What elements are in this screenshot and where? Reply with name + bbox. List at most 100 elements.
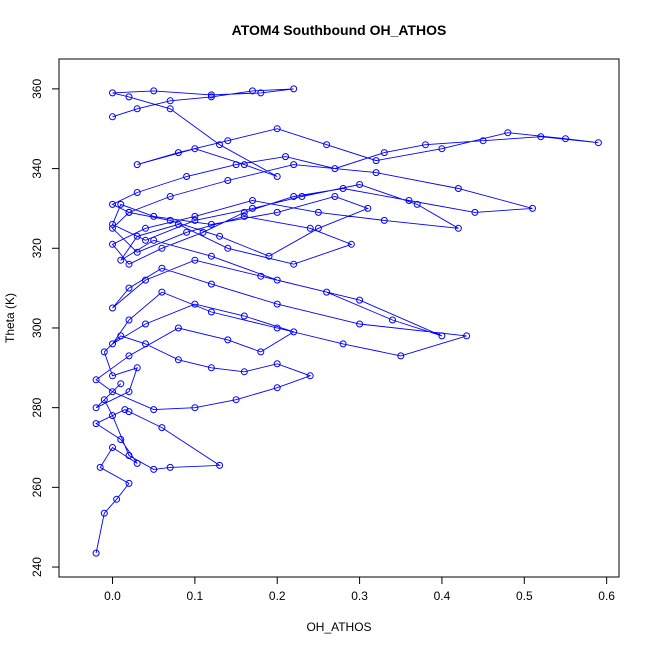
data-point xyxy=(273,324,281,332)
data-point xyxy=(290,161,298,169)
data-point xyxy=(92,404,100,412)
data-point xyxy=(438,145,446,153)
y-axis-label: Theta (K) xyxy=(3,293,17,343)
data-point xyxy=(100,348,108,356)
data-point xyxy=(109,340,116,348)
x-tick-label: 0.5 xyxy=(516,589,533,603)
data-point xyxy=(224,177,232,184)
data-point xyxy=(133,189,141,196)
data-point xyxy=(562,135,569,143)
data-point xyxy=(207,308,215,316)
data-point xyxy=(240,161,248,169)
data-point xyxy=(479,137,487,145)
data-point xyxy=(356,181,364,188)
data-point xyxy=(109,224,116,232)
data-point xyxy=(183,173,191,180)
data-point xyxy=(331,193,339,200)
x-tick-label: 0.6 xyxy=(598,589,615,603)
data-point xyxy=(216,232,224,240)
data-point xyxy=(372,169,380,177)
data-point xyxy=(282,153,289,161)
y-tick-label: 360 xyxy=(30,79,44,99)
data-point xyxy=(273,208,281,216)
y-tick-label: 240 xyxy=(30,557,44,577)
data-point xyxy=(257,272,265,280)
data-point xyxy=(133,161,141,169)
data-point xyxy=(240,212,248,220)
data-point xyxy=(142,224,149,232)
data-point xyxy=(191,256,199,264)
data-point xyxy=(529,204,536,212)
data-point xyxy=(142,340,149,348)
data-point xyxy=(422,141,429,149)
data-point xyxy=(207,220,215,228)
data-point xyxy=(166,216,174,224)
data-point xyxy=(257,89,265,97)
data-point xyxy=(232,161,240,169)
data-point xyxy=(150,87,158,95)
data-point xyxy=(125,260,133,268)
data-point xyxy=(109,444,116,451)
data-point xyxy=(142,276,149,284)
y-tick-label: 320 xyxy=(30,238,44,258)
data-point xyxy=(125,284,133,292)
data-point xyxy=(273,173,281,180)
data-point xyxy=(191,212,199,220)
data-point xyxy=(290,193,298,200)
data-point xyxy=(191,216,199,224)
data-point xyxy=(413,200,421,208)
data-point xyxy=(372,157,380,165)
data-point xyxy=(92,376,100,384)
data-point xyxy=(117,200,125,208)
y-axis: 240 260 280 300 320 340 360 xyxy=(30,79,60,577)
data-point xyxy=(339,340,347,348)
data-point xyxy=(109,372,116,380)
data-point xyxy=(133,248,141,256)
data-point xyxy=(249,197,256,204)
data-point xyxy=(240,368,248,376)
data-point xyxy=(397,352,405,360)
x-axis-label: OH_ATHOS xyxy=(306,620,371,634)
x-axis: 0.0 0.1 0.2 0.3 0.4 0.5 0.6 xyxy=(104,576,615,603)
data-point xyxy=(150,406,158,414)
data-point xyxy=(364,204,372,212)
data-point xyxy=(158,288,166,296)
data-point xyxy=(125,316,133,324)
data-point xyxy=(323,141,331,149)
y-tick-label: 260 xyxy=(30,477,44,497)
data-point xyxy=(331,165,339,173)
data-point xyxy=(240,208,248,216)
data-point xyxy=(454,224,462,232)
data-point xyxy=(166,97,174,105)
data-point xyxy=(273,384,281,392)
x-tick-label: 0.4 xyxy=(434,589,451,603)
data-point xyxy=(174,324,182,332)
data-point xyxy=(290,328,298,336)
y-tick-label: 280 xyxy=(30,397,44,417)
data-point xyxy=(594,139,602,147)
data-point xyxy=(109,412,116,420)
data-point xyxy=(109,304,116,312)
data-point xyxy=(117,380,125,388)
data-point xyxy=(125,352,133,360)
data-point xyxy=(191,145,199,153)
data-point xyxy=(174,149,182,157)
data-point xyxy=(125,452,133,459)
data-point xyxy=(133,459,141,467)
data-point xyxy=(224,244,232,252)
data-point xyxy=(298,193,306,200)
data-point xyxy=(100,396,108,404)
data-point xyxy=(109,220,116,228)
data-point xyxy=(117,436,125,443)
data-point xyxy=(166,105,174,113)
data-point xyxy=(125,208,133,216)
data-point xyxy=(125,479,133,487)
data-point xyxy=(323,288,331,296)
data-point xyxy=(314,208,322,216)
data-point xyxy=(380,216,388,224)
data-point xyxy=(356,320,364,328)
data-point xyxy=(166,193,174,200)
data-point xyxy=(158,424,166,432)
data-point xyxy=(504,129,512,137)
data-point xyxy=(216,141,224,149)
